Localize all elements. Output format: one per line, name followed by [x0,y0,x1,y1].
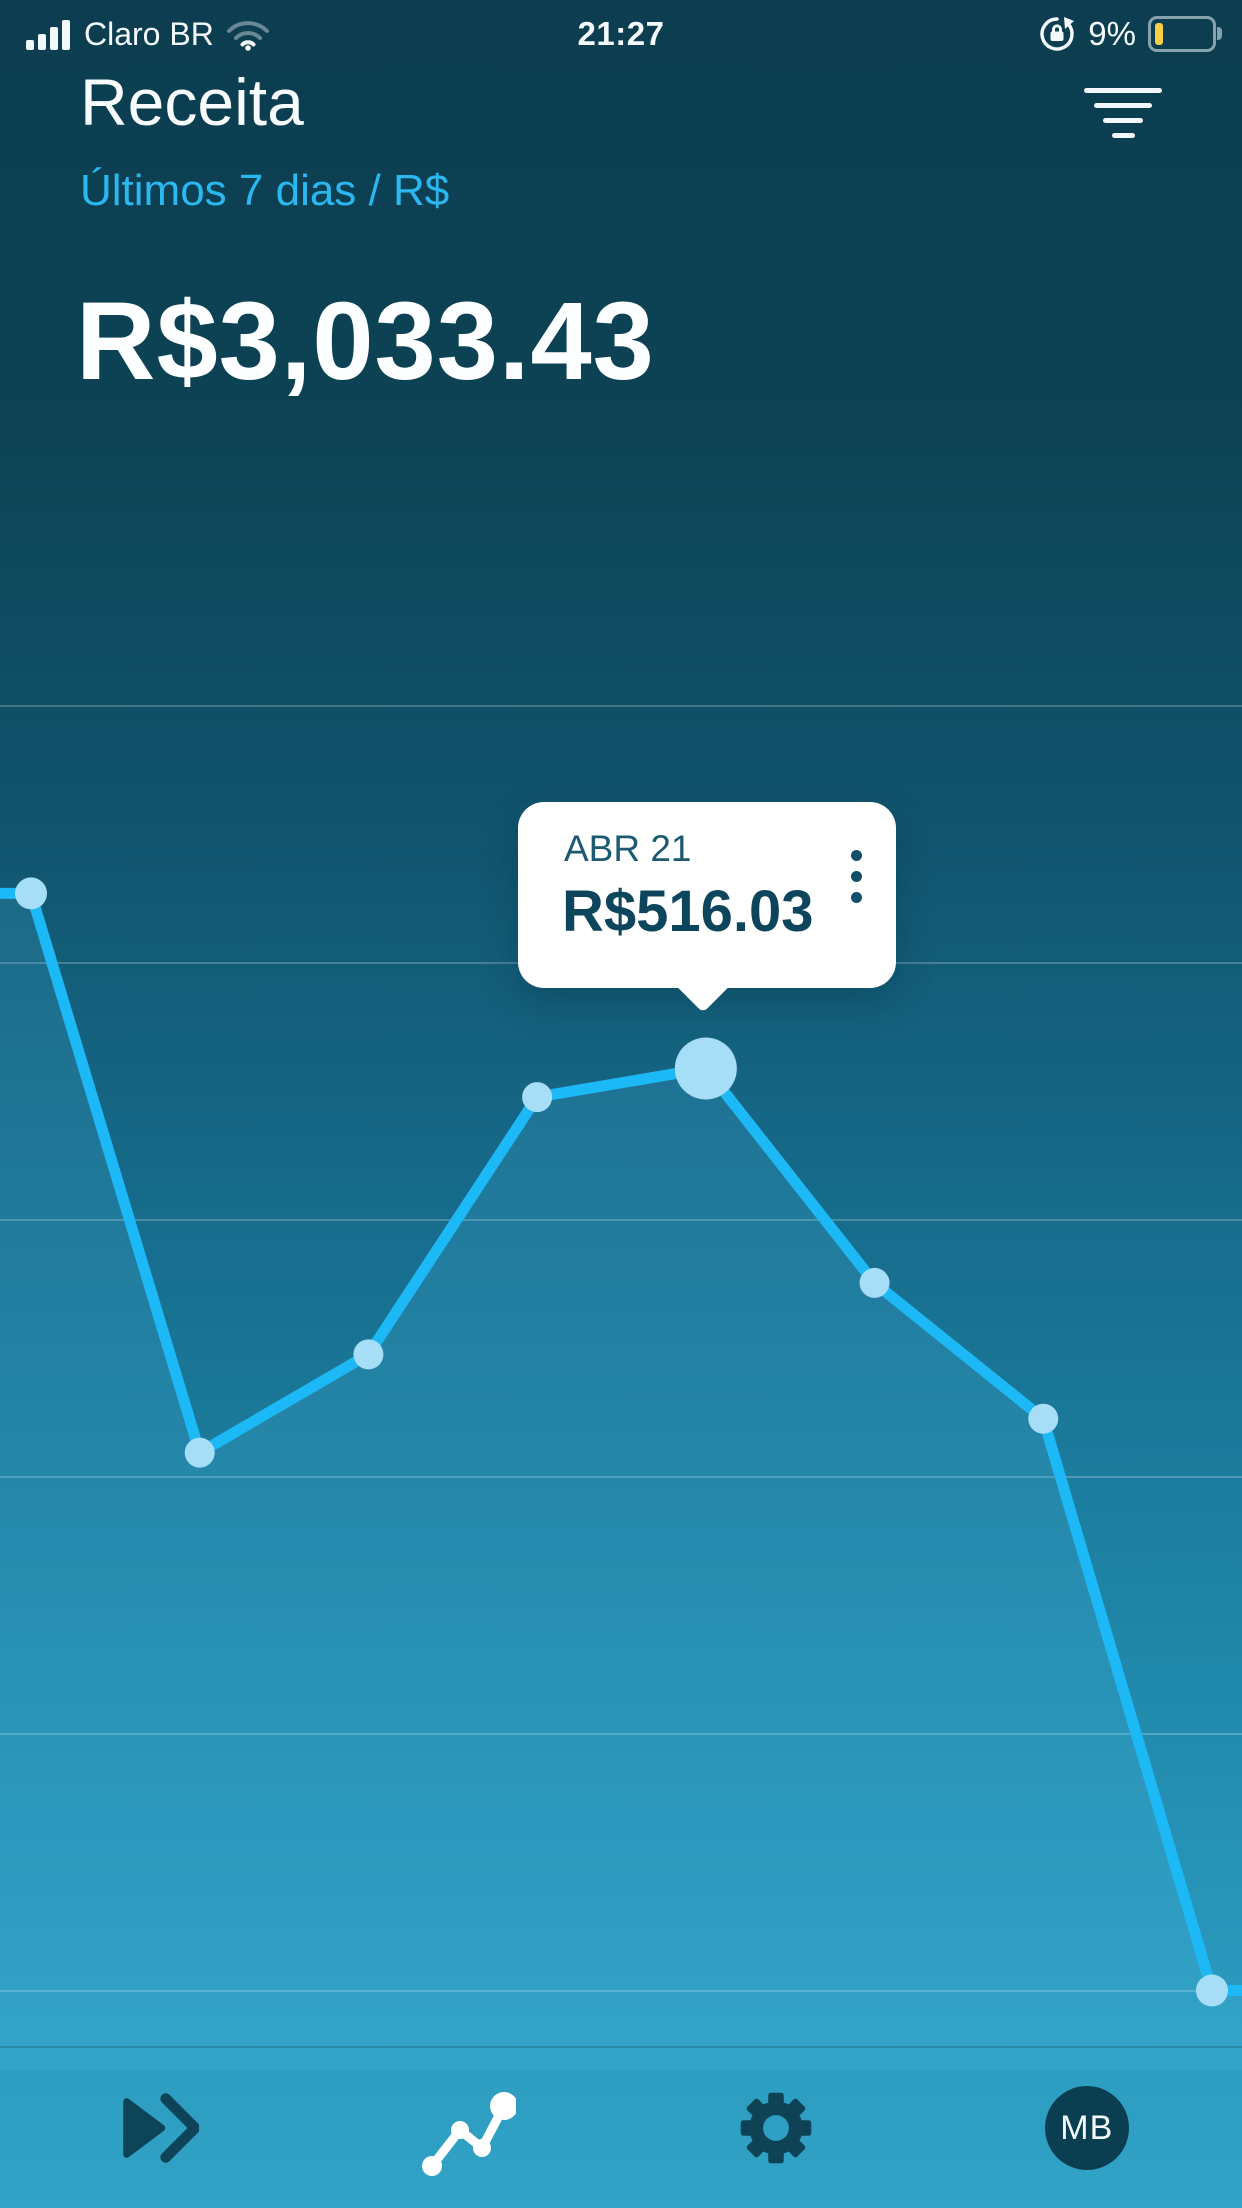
status-right: 9% [1038,15,1222,53]
battery-icon [1148,16,1222,52]
wifi-icon [226,20,269,51]
vertical-dots-icon[interactable] [845,844,868,909]
avatar: MB [1044,2086,1129,2170]
tooltip-value: R$516.03 [562,879,814,944]
nav-item-forward[interactable] [0,2048,311,2208]
carrier-label: Claro BR [84,15,214,52]
period-subtitle: Últimos 7 dias / R$ [80,166,450,215]
battery-percent: 9% [1088,15,1136,52]
line-chart-icon [421,2092,516,2176]
gear-icon [740,2092,812,2164]
fast-forward-icon [123,2093,200,2163]
filter-icon [1084,88,1162,93]
nav-item-profile[interactable]: MB [932,2048,1242,2208]
filter-button[interactable] [1083,88,1163,138]
status-left: Claro BR [26,16,270,53]
page-title: Receita [80,65,304,139]
nav-item-chart-active[interactable] [311,2048,622,2208]
bottom-nav: MB [0,2046,1242,2208]
total-revenue: R$3,033.43 [76,280,655,403]
battery-level [1155,23,1163,45]
orientation-lock-icon [1040,17,1075,51]
tooltip-date: ABR 21 [564,828,692,869]
datapoint-tooltip: ABR 21 R$516.03 [518,802,896,1013]
battery-nub [1217,27,1222,40]
nav-item-settings[interactable] [621,2048,932,2208]
signal-bars-icon [26,20,70,50]
